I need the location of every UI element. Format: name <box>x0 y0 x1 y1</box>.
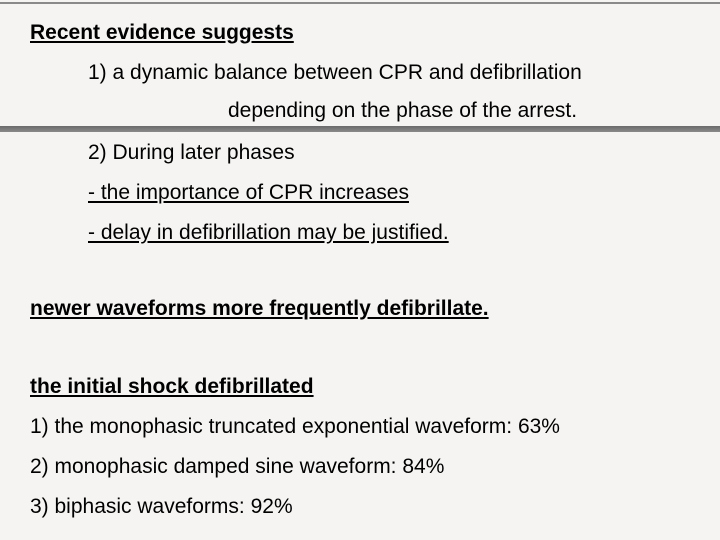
section-heading-initial-shock: the initial shock defibrillated <box>30 374 314 399</box>
item-2-sub-1: - the importance of CPR increases <box>88 180 409 205</box>
shock-item-3: 3) biphasic waveforms: 92% <box>30 494 293 519</box>
item-2-sub-2: - delay in defibrillation may be justifi… <box>88 220 449 245</box>
item-2: 2) During later phases <box>88 140 295 165</box>
shock-item-2: 2) monophasic damped sine waveform: 84% <box>30 454 444 479</box>
item-1-line-1: 1) a dynamic balance between CPR and def… <box>88 60 582 85</box>
item-1-line-2: depending on the phase of the arrest. <box>228 98 577 123</box>
top-rule <box>0 2 720 4</box>
slide: Recent evidence suggests 1) a dynamic ba… <box>0 0 720 540</box>
section-heading-evidence: Recent evidence suggests <box>30 20 294 45</box>
mid-rule <box>0 126 720 132</box>
section-heading-waveforms: newer waveforms more frequently defibril… <box>30 296 489 321</box>
shock-item-1: 1) the monophasic truncated exponential … <box>30 414 560 439</box>
